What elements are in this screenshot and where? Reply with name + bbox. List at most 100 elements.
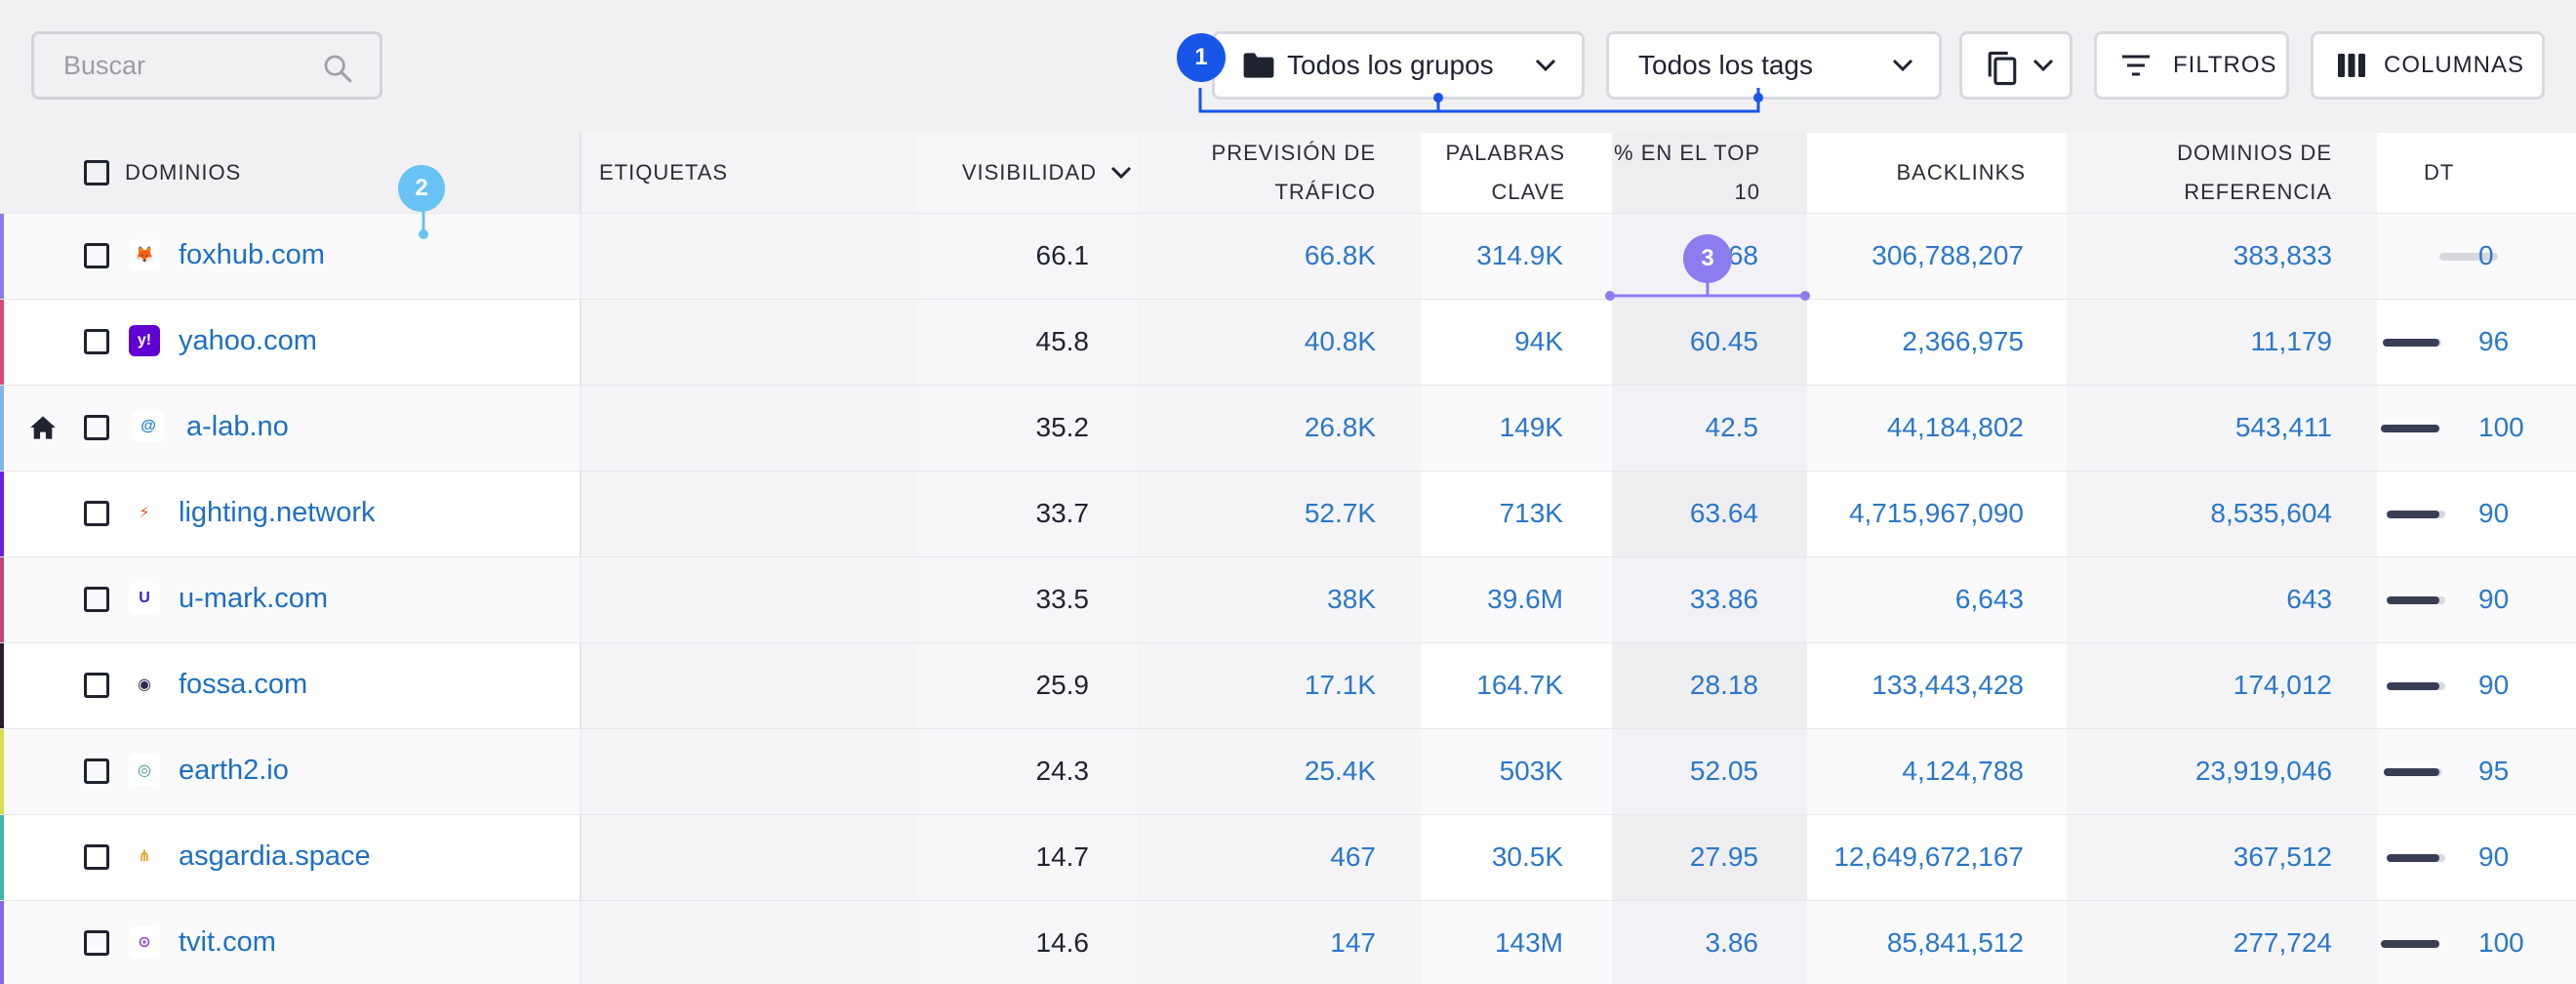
palabras-value[interactable]: 503K [1499,756,1563,786]
dominios-ref-value[interactable]: 543,411 [2234,412,2332,442]
filters-button[interactable]: FILTROS [2094,31,2289,100]
table-row[interactable]: ◉ fossa.com 25.9 17.1K 164.7K 28.18 133,443,42… [0,642,2576,729]
domain-link[interactable]: yahoo.com [179,325,317,356]
header-palabras[interactable]: PALABRAS CLAVE [1421,133,1565,213]
dominios-ref-value[interactable]: 367,512 [2233,841,2332,872]
dt-bar-fill [2381,940,2439,948]
select-all-checkbox[interactable] [84,160,109,185]
table-row[interactable]: ◎ earth2.io 24.3 25.4K 503K 52.05 4,124,788 23,… [0,728,2576,815]
header-etiquetas[interactable]: ETIQUETAS [599,160,729,184]
palabras-value[interactable]: 713K [1499,498,1563,528]
prevision-value[interactable]: 25.4K [1304,756,1376,786]
search-box[interactable] [31,31,382,100]
dominios-ref-value[interactable]: 8,535,604 [2210,498,2332,528]
backlinks-value[interactable]: 85,841,512 [1886,927,2024,958]
row-checkbox[interactable] [84,415,109,440]
backlinks-value[interactable]: 12,649,672,167 [1833,841,2024,872]
table-row[interactable]: 🦊 foxhub.com 66.1 66.8K 314.9K 68 306,788,207 3… [0,213,2576,300]
backlinks-value[interactable]: 2,366,975 [1902,326,2024,356]
prevision-value[interactable]: 52.7K [1304,498,1376,528]
row-checkbox[interactable] [84,758,109,784]
domain-link[interactable]: lighting.network [179,497,376,528]
table-row[interactable]: ⋔ asgardia.space 14.7 467 30.5K 27.95 12,649,6… [0,814,2576,901]
top10-value[interactable]: 68 [1727,240,1758,270]
backlinks-value[interactable]: 306,788,207 [1872,240,2024,270]
prevision-value[interactable]: 26.8K [1304,412,1376,442]
palabras-value[interactable]: 164.7K [1476,670,1563,700]
prevision-value[interactable]: 467 [1330,841,1376,872]
row-checkbox[interactable] [84,673,109,698]
dominios-ref-value[interactable]: 11,179 [2250,326,2332,356]
dominios-ref-value[interactable]: 643 [2286,584,2332,614]
palabras-value[interactable]: 314.9K [1476,240,1563,270]
header-dt[interactable]: DT [2424,160,2455,184]
table-row[interactable]: @ a-lab.no 35.2 26.8K 149K 42.5 44,184,802 543,… [0,385,2576,472]
top10-value[interactable]: 3.86 [1705,927,1759,958]
prevision-value[interactable]: 17.1K [1304,670,1376,700]
palabras-value[interactable]: 94K [1514,326,1563,356]
domain-link[interactable]: foxhub.com [179,239,325,270]
folder-icon [1243,53,1274,78]
top10-value[interactable]: 28.18 [1689,670,1758,700]
header-prevision[interactable]: PREVISIÓN DE TRÁFICO [1138,133,1376,213]
header-visibilidad[interactable]: VISIBILIDAD [937,133,1132,213]
row-checkbox[interactable] [84,329,109,354]
palabras-value[interactable]: 149K [1499,412,1563,442]
palabras-value[interactable]: 143M [1494,927,1563,958]
backlinks-value[interactable]: 4,715,967,090 [1848,498,2024,528]
prevision-value[interactable]: 147 [1330,927,1376,958]
dt-bar-fill [2387,596,2439,604]
backlinks-value[interactable]: 6,643 [1954,584,2024,614]
domain-link[interactable]: tvit.com [179,926,276,958]
backlinks-value[interactable]: 133,443,428 [1872,670,2024,700]
domain-link[interactable]: fossa.com [179,669,308,700]
header-dominios[interactable]: DOMINIOS [125,160,242,184]
table-row[interactable]: y! yahoo.com 45.8 40.8K 94K 60.45 2,366,975 11,… [0,299,2576,386]
row-checkbox[interactable] [84,587,109,612]
top10-value[interactable]: 52.05 [1689,756,1758,786]
row-checkbox[interactable] [84,930,109,956]
header-backlinks[interactable]: BACKLINKS [1896,160,2026,184]
annotation-marker-2: 2 [398,165,445,212]
columns-button[interactable]: COLUMNAS [2311,31,2545,100]
header-dominios-ref[interactable]: DOMINIOS DE REFERENCIA [2067,133,2332,213]
table-row[interactable]: ⊙ tvit.com 14.6 147 143M 3.86 85,841,512 277,72… [0,900,2576,984]
top10-value[interactable]: 60.45 [1689,326,1758,356]
top10-value[interactable]: 63.64 [1689,498,1758,528]
top10-value[interactable]: 42.5 [1705,412,1759,442]
domains-table: DOMINIOS ETIQUETAS VISIBILIDAD PREVISIÓN… [0,133,2576,984]
visibilidad-value: 66.1 [1035,240,1090,270]
dominios-ref-value[interactable]: 277,724 [2233,927,2332,958]
search-input[interactable] [63,50,307,81]
dominios-ref-value[interactable]: 383,833 [2233,240,2332,270]
backlinks-value[interactable]: 44,184,802 [1886,412,2024,442]
groups-dropdown[interactable]: Todos los grupos [1212,31,1585,100]
prevision-value[interactable]: 66.8K [1304,240,1376,270]
top10-value[interactable]: 33.86 [1689,584,1758,614]
earth2-logo: ◎ [129,755,160,786]
domain-link[interactable]: asgardia.space [179,840,371,872]
palabras-value[interactable]: 30.5K [1491,841,1563,872]
palabras-value[interactable]: 39.6M [1487,584,1563,614]
search-icon[interactable] [321,52,354,85]
visibilidad-value: 25.9 [1035,670,1090,700]
prevision-value[interactable]: 38K [1327,584,1376,614]
dominios-ref-value[interactable]: 174,012 [2233,670,2332,700]
row-checkbox[interactable] [84,844,109,870]
row-checkbox[interactable] [84,501,109,526]
dominios-ref-value[interactable]: 23,919,046 [2194,756,2332,786]
prevision-value[interactable]: 40.8K [1304,326,1376,356]
table-row[interactable]: ⚡ lighting.network 33.7 52.7K 713K 63.64 4,715… [0,471,2576,557]
header-top10[interactable]: % EN EL TOP 10 [1612,133,1760,213]
tags-dropdown[interactable]: Todos los tags [1606,31,1942,100]
domain-link[interactable]: a-lab.no [186,411,289,442]
domain-link[interactable]: u-mark.com [179,583,329,614]
sort-descending-icon[interactable] [1110,166,1132,180]
copy-dropdown[interactable] [1959,31,2073,100]
backlinks-value[interactable]: 4,124,788 [1902,756,2024,786]
row-checkbox[interactable] [84,243,109,268]
dt-value: 100 [2478,927,2524,958]
top10-value[interactable]: 27.95 [1689,841,1758,872]
domain-link[interactable]: earth2.io [179,755,289,786]
